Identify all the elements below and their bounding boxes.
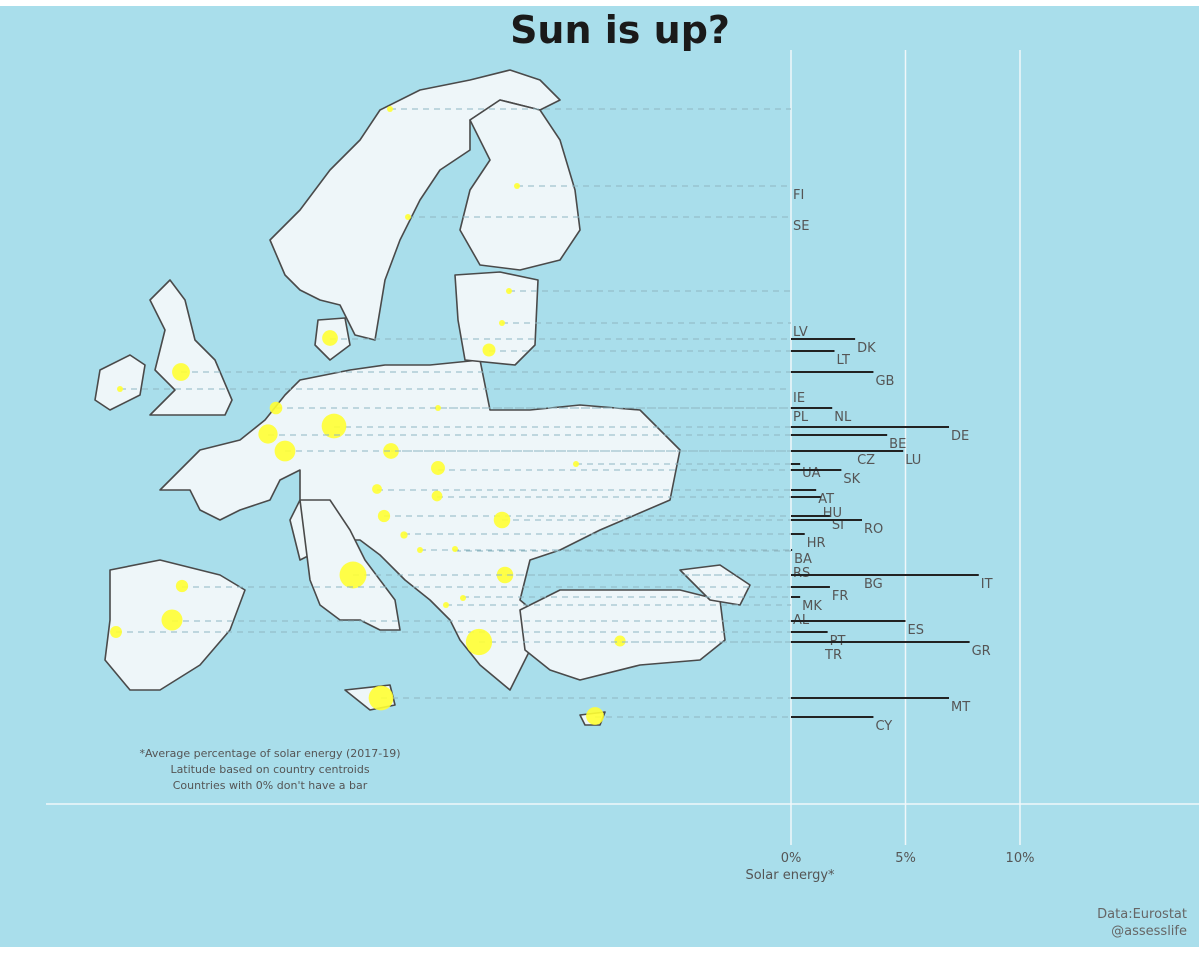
bar-label: DE: [951, 429, 969, 444]
bar-label: LV: [793, 325, 808, 340]
bar-label: SI: [832, 518, 844, 533]
footnote-line: *Average percentage of solar energy (201…: [139, 747, 401, 760]
bubble-NO: [387, 106, 393, 112]
bar-label: SE: [793, 219, 809, 234]
bar-label: MT: [951, 700, 970, 715]
bubble-EE: [506, 288, 512, 294]
bubble-SE: [405, 214, 411, 220]
bubble-BE: [258, 424, 278, 444]
bar-label: LU: [905, 453, 921, 468]
bar-label: IE: [793, 391, 805, 406]
bar-label: FR: [832, 589, 849, 604]
bubble-BA: [417, 547, 423, 553]
bubble-AL: [443, 602, 449, 608]
bubble-PT: [110, 626, 122, 638]
bubble-RO: [493, 511, 511, 529]
bubble-IE: [117, 386, 123, 392]
bubble-PL: [435, 405, 441, 411]
bar-label: LT: [837, 353, 850, 368]
bubble-ES: [161, 609, 183, 631]
bubble-AT: [372, 484, 382, 494]
bubble-LV: [499, 320, 505, 326]
bubble-UA: [573, 461, 579, 467]
bubble-GB: [172, 363, 190, 381]
bubble-MK: [460, 595, 466, 601]
bar-label: RO: [864, 522, 883, 537]
country-shape: [519, 589, 726, 681]
bar-label: AT: [818, 492, 834, 507]
country-shape: [149, 279, 233, 416]
bar-label: PL: [793, 410, 809, 425]
bar-label: HR: [807, 536, 826, 551]
bubble-SI: [377, 509, 391, 523]
chart-title: Sun is up?: [510, 8, 730, 52]
bar-label: BA: [794, 552, 812, 567]
footnote-line: Countries with 0% don't have a bar: [172, 779, 368, 792]
bubble-DE: [321, 413, 347, 439]
bar-label: CY: [875, 719, 892, 734]
x-tick-label: 5%: [895, 851, 916, 866]
bar-label: CZ: [857, 453, 875, 468]
bar-label: GR: [972, 644, 991, 659]
bubble-CY: [586, 707, 604, 725]
bar-label: FI: [793, 188, 804, 203]
bar-label: DK: [857, 341, 876, 356]
x-tick-label: 0%: [781, 851, 802, 866]
bar-label: BG: [864, 577, 883, 592]
bubble-HR: [400, 531, 408, 539]
bar-label: MK: [802, 599, 822, 614]
bubble-BG: [496, 566, 514, 584]
bar-label: BE: [889, 437, 906, 452]
bubble-IT: [339, 561, 367, 589]
x-tick-label: 10%: [1006, 851, 1035, 866]
bar-label: NL: [834, 410, 852, 425]
footnote-line: Latitude based on country centroids: [170, 763, 370, 776]
bar-label: GB: [875, 374, 894, 389]
bar-label: HU: [823, 506, 842, 521]
bubble-RS: [452, 546, 458, 552]
bubble-TR: [614, 635, 626, 647]
bubble-GR: [465, 628, 493, 656]
country-shape: [454, 271, 539, 366]
bubble-DK: [322, 330, 338, 346]
credits: Data:Eurostat @assesslife: [1097, 906, 1187, 940]
author-handle: @assesslife: [1111, 924, 1187, 939]
footnote: *Average percentage of solar energy (201…: [120, 746, 420, 794]
bubble-FR: [175, 579, 189, 593]
bubble-NL: [269, 401, 283, 415]
bubble-MT: [368, 685, 394, 711]
x-axis-title: Solar energy*: [745, 868, 835, 883]
bar-label: SK: [843, 472, 860, 487]
bar-label: TR: [824, 648, 842, 663]
bubble-HU: [431, 490, 443, 502]
country-shape: [94, 354, 146, 411]
bubble-LU: [274, 440, 296, 462]
bubble-SK: [431, 461, 445, 475]
bubble-FI: [514, 183, 520, 189]
bar-label: RS: [793, 566, 810, 581]
country-shape: [459, 99, 581, 271]
bubble-CZ: [383, 443, 399, 459]
data-source: Data:Eurostat: [1097, 907, 1187, 922]
bubble-LT: [482, 343, 496, 357]
bar-label: IT: [981, 577, 993, 592]
bar-label: ES: [908, 623, 924, 638]
bar-label: UA: [802, 466, 821, 481]
